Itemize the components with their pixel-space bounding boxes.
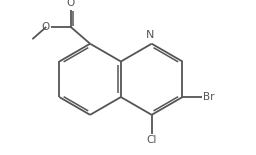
Text: O: O — [41, 22, 49, 32]
Text: N: N — [146, 30, 154, 40]
Text: Cl: Cl — [146, 135, 157, 145]
Text: O: O — [67, 0, 75, 8]
Text: Br: Br — [203, 92, 215, 102]
